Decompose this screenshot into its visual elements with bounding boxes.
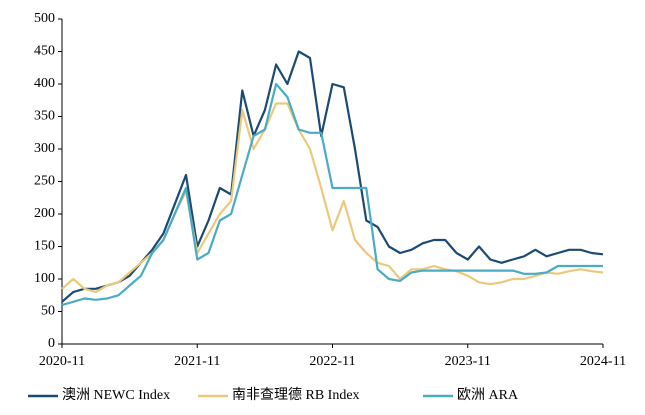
x-tick-label: 2020-11	[39, 354, 85, 369]
y-tick-label: 350	[34, 109, 55, 124]
y-tick-label: 100	[34, 271, 55, 286]
series-line	[61, 102, 604, 294]
legend-label: 澳洲 NEWC Index	[62, 387, 170, 403]
y-tick-label: 50	[41, 304, 55, 319]
y-tick-label: 400	[34, 76, 55, 91]
y-tick-label: 300	[34, 141, 55, 156]
x-tick-label: 2021-11	[174, 354, 220, 369]
series-line	[61, 82, 603, 307]
x-tick-label: 2022-11	[309, 354, 355, 369]
legend-label: 南非查理德 RB Index	[232, 387, 360, 403]
y-tick-label: 0	[48, 336, 55, 351]
x-tick-label: 2023-11	[445, 354, 491, 369]
y-tick-label: 150	[34, 239, 55, 254]
legend-label: 欧洲 ARA	[457, 387, 519, 403]
y-tick-label: 200	[34, 206, 55, 221]
y-tick-label: 450	[34, 44, 55, 59]
series-line	[61, 50, 604, 303]
x-tick-label: 2024-11	[580, 354, 626, 369]
y-tick-label: 250	[34, 174, 55, 189]
y-tick-label: 500	[34, 11, 55, 26]
